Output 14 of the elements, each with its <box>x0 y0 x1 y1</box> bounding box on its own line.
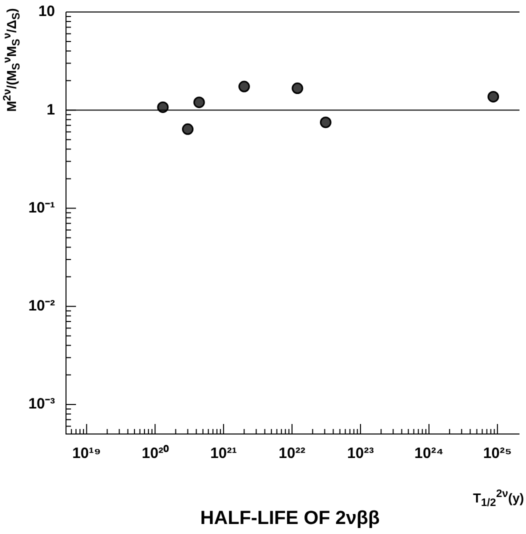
y-tick-label: 10 <box>38 3 55 20</box>
y-tick-label: 10⁻³ <box>28 396 55 413</box>
x-tick-label: 10²³ <box>347 445 374 462</box>
y-tick-label: 1 <box>46 101 55 118</box>
text: T$_{1/2}$$^{2ν}$(y) <box>473 488 524 509</box>
y-tick-label: 10⁻¹ <box>28 199 55 216</box>
x-tick-label: 10²² <box>278 445 306 462</box>
x-tick-label: 10²¹ <box>210 445 237 462</box>
x-tick-label: 10²⁴ <box>414 445 444 462</box>
y-tick-label: 10⁻² <box>28 297 55 314</box>
x-tick-label: 10²⁰ <box>142 444 170 462</box>
x-axis-title: HALF-LIFE OF 2νββ <box>200 508 380 530</box>
x-tick-label: 10²⁵ <box>483 445 512 462</box>
x-tick-label: 10¹⁹ <box>72 445 102 462</box>
